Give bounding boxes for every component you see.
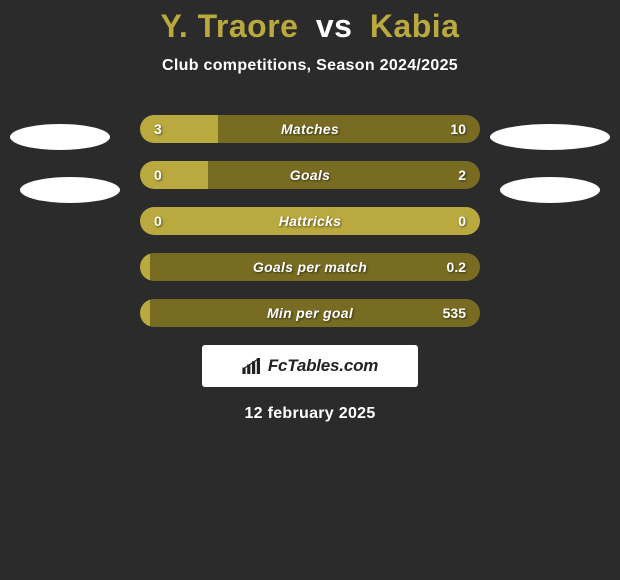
logo-placeholder — [20, 177, 120, 203]
subtitle: Club competitions, Season 2024/2025 — [0, 57, 620, 75]
comparison-title: Y. Traore vs Kabia — [0, 0, 620, 45]
stat-row: Min per goal535 — [140, 299, 480, 327]
stat-metric-label: Min per goal — [140, 305, 480, 321]
stat-row: 0Hattricks0 — [140, 207, 480, 235]
stat-labels: 0Goals2 — [140, 161, 480, 189]
logo-placeholder — [490, 124, 610, 150]
stat-metric-label: Matches — [140, 121, 480, 137]
stat-row: 3Matches10 — [140, 115, 480, 143]
stat-labels: 3Matches10 — [140, 115, 480, 143]
stat-metric-label: Hattricks — [140, 213, 480, 229]
player2-name: Kabia — [370, 8, 460, 44]
stat-row: 0Goals2 — [140, 161, 480, 189]
stat-labels: 0Hattricks0 — [140, 207, 480, 235]
logo-placeholder — [10, 124, 110, 150]
stat-labels: Min per goal535 — [140, 299, 480, 327]
stat-metric-label: Goals — [140, 167, 480, 183]
bars-icon — [242, 358, 262, 374]
logo-placeholder — [500, 177, 600, 203]
brand-badge: FcTables.com — [202, 345, 418, 387]
vs-label: vs — [316, 8, 353, 44]
stat-row: Goals per match0.2 — [140, 253, 480, 281]
stat-metric-label: Goals per match — [140, 259, 480, 275]
brand-text: FcTables.com — [268, 356, 378, 376]
date-label: 12 february 2025 — [0, 405, 620, 423]
stat-labels: Goals per match0.2 — [140, 253, 480, 281]
player1-name: Y. Traore — [161, 8, 299, 44]
